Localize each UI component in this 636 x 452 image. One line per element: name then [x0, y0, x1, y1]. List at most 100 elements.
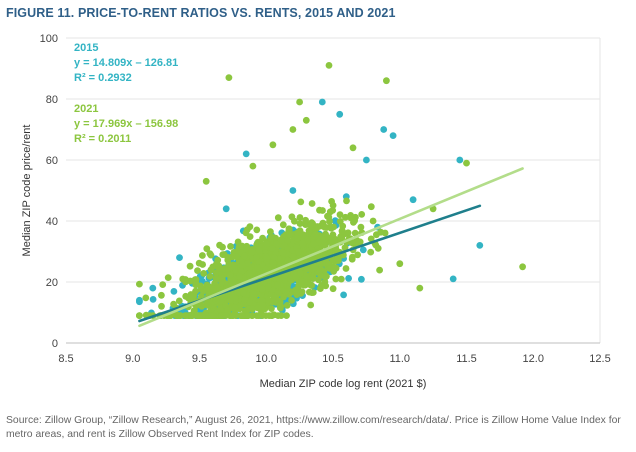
point-2021: [342, 265, 350, 272]
point-2015: [136, 296, 143, 304]
x-tick-label-9.5: 9.5: [192, 353, 207, 365]
point-2021: [319, 219, 327, 227]
legend: 2015 y = 14.809x – 126.81 R² = 0.2932 20…: [74, 42, 178, 145]
point-2021: [199, 261, 207, 268]
point-2021: [221, 265, 229, 273]
point-2021: [367, 235, 375, 243]
point-2021: [337, 233, 345, 241]
point-2021: [182, 292, 190, 300]
point-2021: [268, 245, 276, 253]
point-2021: [215, 264, 223, 272]
point-2021: [316, 260, 324, 267]
point-2021: [222, 312, 230, 319]
point-2021: [307, 301, 315, 309]
point-2021: [296, 98, 303, 106]
point-2021: [289, 126, 297, 133]
point-2021: [207, 312, 215, 319]
point-2021: [311, 264, 319, 271]
point-2021: [326, 265, 334, 272]
point-2021: [357, 223, 365, 231]
point-2015: [149, 296, 157, 303]
point-2015: [170, 288, 178, 295]
point-2021: [181, 312, 189, 319]
point-2021: [142, 294, 150, 302]
point-2021: [268, 305, 275, 312]
point-2021: [248, 248, 256, 256]
point-2021: [206, 250, 214, 257]
point-2021: [214, 256, 222, 264]
point-2021: [193, 312, 201, 319]
point-2021: [270, 254, 278, 261]
point-2021: [299, 239, 306, 247]
point-2021: [349, 144, 357, 152]
point-2021: [274, 281, 281, 289]
point-2021: [337, 275, 345, 283]
point-2021: [280, 293, 287, 301]
y-tick-label-40: 40: [46, 216, 58, 228]
point-2015: [389, 132, 397, 140]
point-2021: [198, 303, 206, 310]
x-tick-label-10.5: 10.5: [322, 353, 343, 365]
legend-2021-equation: y = 17.969x – 156.98: [74, 118, 178, 130]
point-2021: [275, 275, 283, 283]
point-2021: [351, 229, 359, 237]
point-2021: [220, 251, 228, 258]
point-2021: [227, 243, 234, 250]
y-tick-label-0: 0: [52, 338, 58, 350]
point-2015: [176, 254, 183, 261]
point-2021: [269, 141, 277, 149]
point-2015: [242, 150, 250, 158]
point-2021: [295, 282, 303, 290]
point-2021: [248, 312, 256, 319]
point-2021: [226, 272, 234, 279]
point-2021: [249, 305, 256, 313]
x-tick-label-9.0: 9.0: [125, 353, 140, 365]
point-2021: [303, 273, 310, 280]
x-tick-label-8.5: 8.5: [58, 353, 73, 365]
point-2021: [225, 261, 233, 268]
tick-labels: 0 20 40 60 80 100 8.5 9.0 9.5 10.0 10.5 11.0 11.5 12.…: [40, 33, 611, 365]
point-2021: [372, 241, 380, 249]
trend-lines: [138, 167, 524, 328]
point-2021: [282, 288, 290, 296]
point-2021: [158, 302, 165, 310]
point-2021: [299, 231, 307, 239]
source-note: Source: Zillow Group, “Zillow Research,”…: [6, 415, 621, 440]
point-2021: [302, 116, 310, 124]
point-2021: [302, 216, 309, 224]
point-2021: [259, 285, 266, 293]
point-2021: [283, 312, 290, 319]
point-2021: [216, 241, 224, 249]
y-tick-label-80: 80: [46, 94, 58, 106]
point-2021: [136, 280, 143, 288]
point-2021: [228, 280, 236, 288]
point-2021: [159, 281, 167, 288]
point-2015: [409, 196, 417, 204]
legend-2015-r2: R² = 0.2932: [74, 72, 132, 84]
point-2021: [244, 260, 251, 267]
point-2021: [293, 291, 301, 298]
point-2021: [227, 291, 235, 299]
point-2021: [288, 297, 295, 304]
point-2015: [318, 98, 326, 106]
point-2021: [253, 254, 260, 261]
point-2021: [277, 303, 284, 310]
point-2015: [222, 205, 230, 213]
point-2015: [449, 275, 457, 283]
x-tick-label-11.5: 11.5: [456, 353, 477, 365]
point-2021: [286, 230, 294, 238]
point-2015: [340, 291, 347, 299]
point-2021: [334, 254, 341, 262]
point-2021: [210, 285, 217, 293]
point-2021: [396, 260, 404, 268]
point-2021: [289, 253, 297, 261]
point-2021: [329, 207, 337, 214]
point-2021: [279, 249, 287, 257]
point-2021: [188, 312, 196, 319]
x-tick-label-10.0: 10.0: [256, 353, 277, 365]
point-2021: [278, 236, 285, 244]
point-2021: [263, 254, 271, 262]
point-2021: [199, 252, 206, 259]
point-2021: [263, 240, 270, 248]
point-2021: [325, 62, 333, 69]
